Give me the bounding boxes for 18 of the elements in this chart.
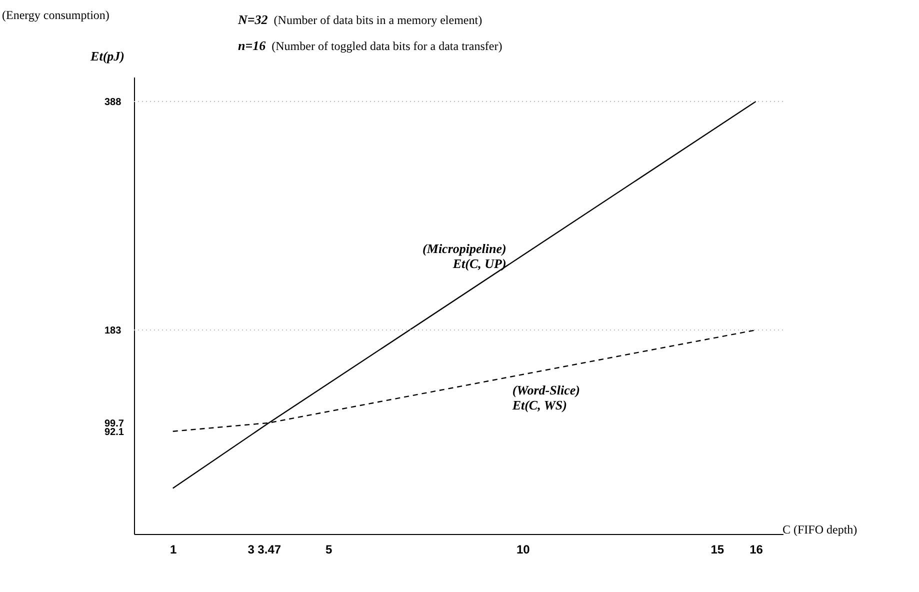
x-tick-label: 16 xyxy=(750,542,764,556)
text: N=32 (Number of data bits in a memory element) xyxy=(238,12,482,28)
y-tick-label: 388 xyxy=(104,97,122,108)
x-tick-label: 15 xyxy=(710,542,724,556)
series-label: (Micropipeline) Et(C, UP) xyxy=(422,241,506,272)
x-axis-title: C (FIFO depth) xyxy=(782,522,858,536)
y-axis-title: Et(pJ) xyxy=(90,48,124,64)
x-tick-label: 1 xyxy=(170,542,178,556)
text: n=16 (Number of toggled data bits for a data transfer) xyxy=(238,38,502,54)
x-tick-label: 5 xyxy=(325,542,332,556)
text: (Energy consumption) xyxy=(2,8,110,23)
x-tick-label: 10 xyxy=(516,542,530,556)
y-tick-label: 183 xyxy=(104,326,122,337)
series-label: (Word-Slice) Et(C, WS) xyxy=(511,382,580,412)
y-tick-label: 99.7 xyxy=(104,418,124,430)
x-tick-label: 3.47 xyxy=(258,542,282,556)
x-tick-label: 3 xyxy=(248,542,255,556)
y-tick-label: 92.1 xyxy=(104,426,124,438)
